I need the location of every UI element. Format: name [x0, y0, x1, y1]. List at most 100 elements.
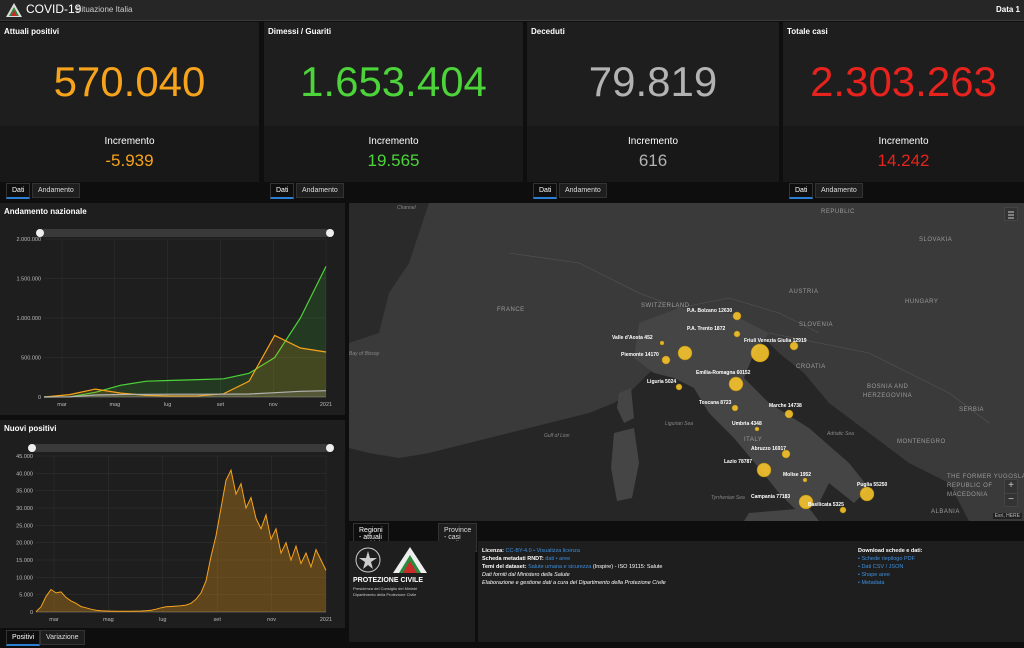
download-pdf-link[interactable]: • Schede riepilogo PDF	[858, 556, 915, 562]
data-processing: Elaborazione e gestione dati a cura del …	[482, 580, 666, 586]
tab-andamento[interactable]: Andamento	[296, 183, 344, 198]
map-label-macedonia-2: REPUBLIC OF	[947, 483, 993, 489]
temi-link[interactable]: Salute umana e sicurezza	[528, 564, 592, 570]
new-positives-xtick: mar	[49, 617, 59, 623]
tab-dati[interactable]: Dati	[533, 183, 558, 199]
national-series-area-0	[44, 266, 326, 397]
region-marker[interactable]	[756, 462, 772, 478]
new-positives-ytick: 15.000	[16, 558, 33, 564]
region-marker[interactable]	[839, 506, 847, 514]
new-positives-scroll-handle-left[interactable]	[28, 444, 36, 452]
national-scroll-handle-right[interactable]	[326, 229, 334, 237]
logo-sub2: Dipartimento della Protezione Civile	[353, 592, 417, 597]
map-label-croatia: CROATIA	[796, 364, 826, 370]
region-marker[interactable]	[728, 376, 744, 392]
map-panel[interactable]: FRANCE SWITZERLAND AUSTRIA SLOVENIA CROA…	[349, 203, 1024, 521]
italy-map[interactable]: FRANCE SWITZERLAND AUSTRIA SLOVENIA CROA…	[349, 203, 1024, 521]
region-label: Valle d'Aosta 452	[612, 335, 653, 341]
national-ytick: 500.000	[21, 356, 41, 362]
national-series-line-2[interactable]	[43, 390, 327, 398]
card-totale-casi: Totale casi 2.303.263 Incremento 14.242	[783, 22, 1024, 182]
list-icon	[1008, 211, 1014, 219]
region-marker[interactable]	[659, 340, 665, 346]
region-label: P.A. Trento 1872	[687, 326, 725, 332]
tab-andamento[interactable]: Andamento	[32, 183, 80, 198]
download-shape-link[interactable]: • Shape aree	[858, 572, 890, 578]
region-marker[interactable]	[802, 477, 808, 483]
national-series-line-0[interactable]	[43, 266, 327, 398]
region-marker[interactable]	[859, 486, 875, 502]
card-increment-label: Incremento	[627, 136, 679, 147]
card-dimessi-guariti: Dimessi / Guariti 1.653.404 Incremento 1…	[264, 22, 523, 182]
temi-iso: (Inspire) - ISO 19115: Salute	[592, 564, 663, 570]
national-trend-chart[interactable]: 0 500.000 1.000.000 1.500.000 2.000.000 mar ma…	[0, 219, 345, 415]
national-scrollbar[interactable]	[38, 229, 332, 237]
tab-dati[interactable]: Dati	[6, 183, 31, 199]
zoom-in-button[interactable]: +	[1005, 480, 1017, 494]
card-value: 79.819	[588, 58, 718, 105]
national-ytick: 2.000.000	[17, 237, 41, 243]
app-header: COVID-19 Situazione Italia Data 1	[0, 0, 1024, 21]
new-positives-ytick: 25.000	[16, 523, 33, 529]
rndt-key: Scheda metadati RNDT:	[482, 556, 544, 562]
card-increment-value: 14.242	[877, 151, 930, 170]
new-positives-line[interactable]	[35, 468, 327, 613]
national-ytick: 1.500.000	[17, 277, 41, 283]
zoom-out-button[interactable]: −	[1008, 494, 1014, 505]
map-label-austria: AUSTRIA	[789, 289, 819, 295]
card-increment-value: 616	[638, 151, 668, 170]
card-increment-label: Incremento	[104, 136, 155, 147]
tab-positivi[interactable]: Positivi	[6, 630, 41, 646]
map-label-macedonia-3: MACEDONIA	[947, 492, 988, 498]
national-scroll-handle-left[interactable]	[36, 229, 44, 237]
new-positives-ytick: 0	[30, 610, 33, 616]
new-positives-scroll-handle-right[interactable]	[326, 444, 334, 452]
tab-andamento[interactable]: Andamento	[559, 183, 607, 198]
new-positives-ytick: 10.000	[16, 575, 33, 581]
national-ytick: 1.000.000	[17, 316, 41, 322]
download-csv-link[interactable]: • Dati CSV / JSON	[858, 564, 904, 570]
national-series-line-1[interactable]	[43, 334, 327, 398]
region-label: Campania 77183	[751, 494, 790, 500]
tab-dati[interactable]: Dati	[789, 183, 814, 199]
region-marker[interactable]	[754, 426, 760, 432]
layer-list-button[interactable]	[1004, 207, 1018, 221]
licenza-link[interactable]: CC-BY-4.0 • Visualizza licenza	[505, 548, 580, 554]
region-marker[interactable]	[661, 355, 671, 365]
region-marker[interactable]	[750, 343, 770, 363]
app-subtitle: Situazione Italia	[76, 5, 133, 14]
region-marker[interactable]	[781, 449, 791, 459]
region-marker[interactable]	[798, 494, 814, 510]
national-xtick: mag	[109, 402, 120, 408]
region-label: Liguria 5024	[647, 379, 676, 385]
region-marker[interactable]	[675, 383, 683, 391]
rndt-link[interactable]: dati • aree	[545, 556, 571, 562]
region-marker[interactable]	[733, 330, 741, 338]
tab-andamento[interactable]: Andamento	[815, 183, 863, 198]
new-positives-chart[interactable]: 0 5.000 10.000 15.000 20.000 25.000 30.000 35.0…	[0, 434, 345, 628]
map-label-biscay: Bay of Biscay	[349, 351, 380, 357]
region-marker[interactable]	[732, 311, 742, 321]
national-series-area-1	[44, 335, 326, 397]
tab-variazione[interactable]: Variazione	[40, 630, 85, 645]
region-marker[interactable]	[784, 409, 794, 419]
region-marker[interactable]	[677, 345, 693, 361]
region-marker[interactable]	[789, 341, 799, 351]
temi-key: Temi del dataset:	[482, 564, 527, 570]
region-label: Abruzzo 16917	[751, 446, 786, 452]
new-positives-scrollbar[interactable]	[30, 444, 332, 452]
tab-dati[interactable]: Dati	[270, 183, 295, 199]
region-label: Puglia 55250	[857, 482, 888, 488]
region-marker[interactable]	[731, 404, 739, 412]
region-label: Lazio 78787	[724, 459, 752, 465]
map-label-macedonia-1: THE FORMER YUGOSLAV	[947, 474, 1024, 480]
download-metadata-link[interactable]: • Metadata	[858, 580, 885, 586]
card-deceduti: Deceduti 79.819 Incremento 616	[527, 22, 779, 182]
region-label: Basilicata 5325	[808, 502, 844, 508]
map-label-republic: REPUBLIC	[821, 209, 855, 215]
card-increment-box: Incremento 14.242	[783, 126, 1024, 182]
logo-title: PROTEZIONE CIVILE	[353, 577, 424, 584]
download-section: Download schede e dati: • Schede riepilo…	[858, 547, 922, 587]
licenza-key: Licenza:	[482, 548, 505, 554]
map-label-gulf-lion: Gulf of Lion	[544, 433, 570, 439]
